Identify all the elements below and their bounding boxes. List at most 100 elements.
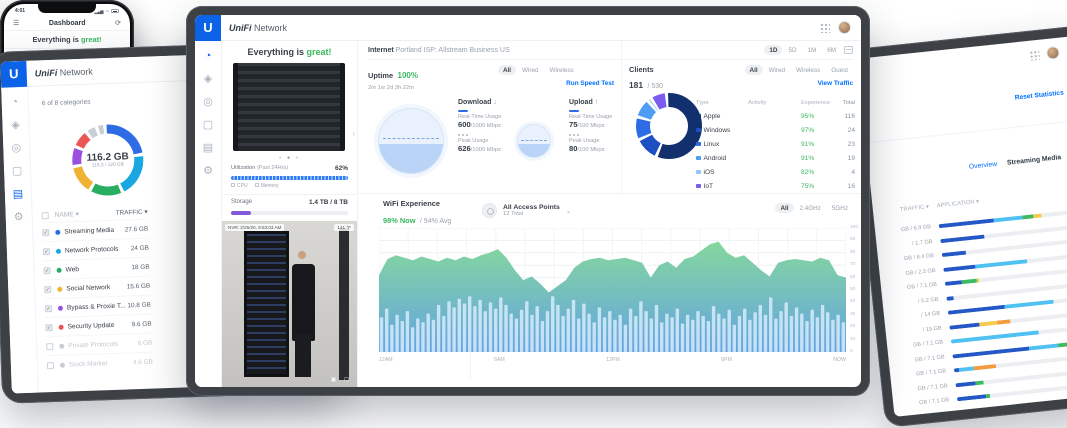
client-type-label: Windows xyxy=(703,126,731,134)
app-header: U UniFi Network xyxy=(195,15,861,41)
row-checkbox[interactable]: ✓ xyxy=(43,266,51,274)
category-color-dot xyxy=(57,305,64,311)
clients-tab-wireless[interactable]: Wireless xyxy=(796,66,821,74)
sidebar-item-statistics-icon[interactable]: ▤ xyxy=(12,188,24,201)
category-traffic: 6 GB xyxy=(137,339,153,347)
range-1d[interactable]: 1D xyxy=(764,45,783,55)
uptime-label: Uptime xyxy=(368,71,394,80)
clients-tab-all[interactable]: All xyxy=(744,65,763,75)
battery-icon xyxy=(111,9,119,13)
apps-grid-icon[interactable] xyxy=(820,22,830,33)
row-checkbox[interactable] xyxy=(46,342,54,350)
client-type-row[interactable]: Apple 95% 116 xyxy=(696,109,855,123)
experience-value: 91% xyxy=(801,154,815,162)
camera-controls[interactable]: ▣ ◻ xyxy=(330,377,352,383)
menu-icon[interactable]: ☰ xyxy=(13,20,20,27)
category-name: Network Protocols xyxy=(64,245,119,255)
y-axis-label: 90 xyxy=(850,237,856,243)
calendar-icon[interactable] xyxy=(844,46,853,54)
category-name: Private Protocols xyxy=(68,340,119,350)
client-type-row[interactable]: Linux 91% 23 xyxy=(696,137,855,151)
range-6m[interactable]: 6M xyxy=(827,46,836,54)
refresh-icon[interactable]: ⟳ xyxy=(115,20,121,27)
client-type-row[interactable]: iOS 82% 4 xyxy=(696,165,855,179)
upload-realtime-label: Real-Time Usage xyxy=(569,114,613,120)
chart-x-axis: 12AM 6AM 12PM 6PM NOW xyxy=(379,357,846,363)
internet-tab-wired[interactable]: Wired xyxy=(522,66,539,74)
uptime-duration: 2m 1w 2d 3h 22m xyxy=(368,85,415,91)
type-color-bullet xyxy=(696,155,701,161)
row-checkbox[interactable] xyxy=(46,361,55,369)
x-axis-label: 12PM xyxy=(606,357,620,363)
row-checkbox[interactable]: ✓ xyxy=(45,323,53,331)
range-1m[interactable]: 1M xyxy=(807,46,817,54)
y-axis-label: 50 xyxy=(850,287,856,292)
client-total: 16 xyxy=(847,182,855,190)
y-axis-label: 40 xyxy=(850,299,856,305)
row-checkbox[interactable]: ✓ xyxy=(44,304,53,312)
avatar[interactable] xyxy=(838,21,851,34)
sidebar-item-statistics-icon[interactable]: ▤ xyxy=(202,142,214,154)
phone-headline: Everything is great! xyxy=(32,35,102,44)
statistics-tab-overview[interactable]: Overview xyxy=(968,160,998,171)
reset-statistics-link[interactable]: Reset Statistics xyxy=(1014,89,1065,102)
category-color-dot xyxy=(55,248,62,254)
select-all-checkbox[interactable] xyxy=(41,211,49,219)
carousel-dots[interactable]: ● ● ● xyxy=(278,155,301,161)
run-speed-test-link[interactable]: Run Speed Test xyxy=(566,80,614,87)
camera-timestamp: NVR: 2/25/20, 9:53:03 AM xyxy=(225,224,285,231)
sidebar-item-topology-icon[interactable]: ◈ xyxy=(11,119,20,132)
category-color-dot xyxy=(56,267,62,273)
download-realtime-value: 600/1000 Mbps xyxy=(458,120,501,129)
category-color-dot xyxy=(55,229,61,235)
signal-icon: ▂▄▆ xyxy=(94,8,104,14)
wifi-tab-2.4ghz[interactable]: 2.4GHz xyxy=(799,204,821,212)
chevron-down-icon[interactable]: ⌄ xyxy=(565,207,572,215)
category-color-dot xyxy=(59,343,65,349)
sidebar-item-dashboard-icon[interactable]: ◔ xyxy=(11,96,19,109)
client-total: 23 xyxy=(847,140,855,148)
upload-peak-value: 80/100 Mbps xyxy=(569,144,605,153)
camera-feed[interactable]: NVR: 2/25/20, 9:53:03 AM 141 °F ▣ ◻ xyxy=(222,221,357,387)
row-checkbox[interactable]: ✓ xyxy=(42,228,50,236)
client-type-row[interactable]: Android 91% 19 xyxy=(696,151,855,165)
internet-tab-wireless[interactable]: Wireless xyxy=(549,66,574,74)
traffic-donut-chart: 116.2 GB 116.2 / 120 GB xyxy=(68,121,147,200)
y-axis-label: 80 xyxy=(850,249,856,255)
wifi-tab-5ghz[interactable]: 5GHz xyxy=(831,204,848,212)
sidebar-item-dashboard-icon[interactable]: ◔ xyxy=(204,50,212,62)
wifi-experience-chart xyxy=(379,228,846,352)
statistics-tab-streaming-media[interactable]: Streaming Media xyxy=(1006,154,1062,167)
row-checkbox[interactable]: ✓ xyxy=(44,285,52,293)
client-type-label: iOS xyxy=(703,168,715,176)
avatar[interactable] xyxy=(1045,45,1061,61)
app-title: UniFi Network xyxy=(229,22,288,33)
phone-status-bar: 4:01 ▂▄▆ ◠ xyxy=(4,6,130,16)
rack-photo xyxy=(233,63,345,151)
internet-tab-all[interactable]: All xyxy=(498,65,517,75)
client-type-row[interactable]: Windows 97% 24 xyxy=(696,123,855,137)
table-row[interactable]: Stock Market 4.6 GB xyxy=(46,351,154,375)
sidebar-item-devices-icon[interactable]: ◎ xyxy=(203,96,213,108)
sidebar-item-clients-icon[interactable]: ▢ xyxy=(11,165,23,178)
clients-col-header: Activity xyxy=(748,99,767,106)
sidebar-item-devices-icon[interactable]: ◎ xyxy=(11,142,22,155)
category-traffic: 15.6 GB xyxy=(126,282,151,290)
wifi-tab-all[interactable]: All xyxy=(775,203,794,213)
sidebar-item-clients-icon[interactable]: ▢ xyxy=(202,119,214,131)
range-5d[interactable]: 5D xyxy=(788,46,797,54)
clients-tab-wired[interactable]: Wired xyxy=(768,66,786,74)
left-tablet-device: U UniFi Network ◔ ◈ ◎ ▢ ▤ ⚙ 6 of 8 categories… xyxy=(0,40,345,404)
carousel-next-icon[interactable]: › xyxy=(352,129,355,138)
sidebar-item-topology-icon[interactable]: ◈ xyxy=(203,73,213,85)
y-axis-label: 70 xyxy=(850,262,856,268)
row-checkbox[interactable]: ✓ xyxy=(42,247,51,255)
sidebar-item-settings-icon[interactable]: ⚙ xyxy=(203,165,213,177)
view-traffic-link[interactable]: View Traffic xyxy=(817,80,853,87)
apps-grid-icon[interactable] xyxy=(1029,49,1041,61)
category-name: Web xyxy=(65,265,80,274)
ap-selector[interactable]: All Access Points 12 Total xyxy=(503,204,560,217)
client-type-row[interactable]: IoT 75% 16 xyxy=(696,179,855,193)
sidebar-item-settings-icon[interactable]: ⚙ xyxy=(13,211,24,224)
clients-tab-guest[interactable]: Guest xyxy=(831,66,848,74)
